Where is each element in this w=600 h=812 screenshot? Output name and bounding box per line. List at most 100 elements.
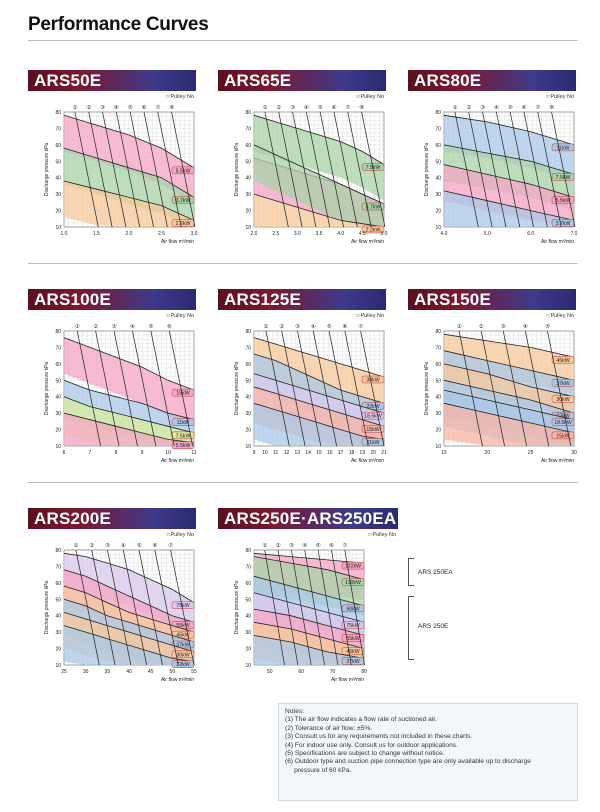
y-tick-label: 60 xyxy=(55,143,61,149)
x-tick-label: 2.5 xyxy=(158,231,165,237)
svg-text:3.7kW: 3.7kW xyxy=(366,205,381,211)
svg-text:45kW: 45kW xyxy=(556,358,569,364)
note-4: (4) For indoor use only. Consult us for … xyxy=(285,741,458,749)
y-tick-label: 70 xyxy=(245,345,251,351)
title-divider xyxy=(28,40,578,41)
x-tick-label: 16 xyxy=(327,450,333,456)
svg-text:5.5kW: 5.5kW xyxy=(176,168,191,174)
pulley-number: ⑦ xyxy=(168,542,173,549)
series-label: 11kW xyxy=(551,143,575,151)
y-tick-label: 30 xyxy=(245,630,251,636)
chart-title: ARS200E xyxy=(28,508,196,529)
series-band xyxy=(254,403,384,446)
pulley-number: ⑦ xyxy=(155,104,160,111)
y-axis-label: Discharge pressure kPa xyxy=(44,581,50,635)
series-line xyxy=(443,402,575,434)
x-tick-label: 3.0 xyxy=(294,231,301,237)
x-tick-label: 7.0 xyxy=(571,231,578,237)
x-tick-label: 10 xyxy=(262,450,268,456)
series-label: 18.5kW xyxy=(361,411,385,420)
series-band xyxy=(444,403,574,446)
series-line xyxy=(253,552,365,564)
row-divider-1 xyxy=(28,263,578,264)
pulley-number: ⑥ xyxy=(342,324,347,330)
y-tick-label: 70 xyxy=(55,126,61,132)
y-tick-label: 70 xyxy=(55,345,61,351)
series-label: 5.5kW xyxy=(171,166,195,174)
pulley-number: ① xyxy=(452,105,457,111)
pulley-line xyxy=(551,111,576,228)
pulley-number: ① xyxy=(73,543,78,549)
pulley-number: ① xyxy=(263,324,268,330)
svg-text:5.5kW: 5.5kW xyxy=(176,443,191,449)
chart-title: ARS250E·ARS250EA xyxy=(218,508,398,529)
y-tick-label: 80 xyxy=(435,110,441,116)
x-tick-label: 10 xyxy=(165,450,171,456)
series-label: 2.2kW xyxy=(171,219,195,227)
pulley-number: ⑦ xyxy=(342,542,347,549)
pulley-line xyxy=(361,111,386,228)
chart-svg: 11kW 7.5kW 5.5kW 3.7kW ① ② ③ ④ ⑤ ⑥ ⑦ ⑧ 10 20 30 40 50 60 7… xyxy=(424,104,578,245)
pulley-line xyxy=(360,330,385,447)
series-line xyxy=(253,386,385,427)
svg-text:15kW: 15kW xyxy=(556,433,569,439)
svg-text:22kW: 22kW xyxy=(366,404,379,410)
pulley-number: ② xyxy=(466,104,471,111)
chart-title: ARS50E xyxy=(28,70,196,91)
y-tick-label: 80 xyxy=(55,548,61,554)
series-label: 45kW xyxy=(341,647,365,655)
chart-panel-ars50e: ARS50E ○:Pulley No 5.5kW 3.7kW 2.2kW ① ② ③ ④ ⑤ ⑥ ⑦ ⑧… xyxy=(28,70,198,252)
svg-text:18.5kW: 18.5kW xyxy=(554,420,572,426)
svg-text:22kW: 22kW xyxy=(556,414,569,420)
y-tick-label: 20 xyxy=(55,428,61,434)
x-tick-label: 6.0 xyxy=(527,231,534,237)
pulley-line xyxy=(76,330,101,447)
pulley-number: ② xyxy=(276,542,281,549)
chart-panel-ars150e: ARS150E ○:Pulley No 45kW 37kW 30kW 22kW 18.5kW… xyxy=(408,289,577,471)
pulley-number: ⑦ xyxy=(358,323,363,330)
series-label: 132kW xyxy=(341,561,365,570)
y-axis-label: Discharge pressure kPa xyxy=(44,143,50,197)
pulley-number: ① xyxy=(457,324,462,330)
chart-title: ARS150E xyxy=(408,289,576,310)
ars250e-label: ARS 250E xyxy=(418,623,449,630)
pulley-number: ④ xyxy=(121,543,126,549)
note-1: (1) The air flow indicates a flow rate o… xyxy=(285,716,437,724)
notes-box: Notes: (1) The air flow indicates a flow… xyxy=(278,703,578,801)
x-tick-label: 60 xyxy=(298,669,304,675)
svg-text:37kW: 37kW xyxy=(556,381,569,387)
svg-text:75kW: 75kW xyxy=(346,623,359,629)
pulley-legend: ○:Pulley No xyxy=(165,532,194,538)
series-line xyxy=(443,114,575,146)
series-line xyxy=(253,402,385,440)
y-tick-label: 10 xyxy=(245,225,251,231)
x-tick-label: 40 xyxy=(126,669,132,675)
y-tick-label: 70 xyxy=(55,564,61,570)
pulley-line xyxy=(170,549,195,666)
series-line xyxy=(63,337,195,391)
series-label: 11kW xyxy=(171,418,195,426)
y-tick-label: 50 xyxy=(55,378,61,384)
pulley-legend: ○:Pulley No xyxy=(545,313,574,319)
y-tick-label: 60 xyxy=(435,362,441,368)
chart-svg: 75kW 55kW 45kW 37kW 30kW 22kW ① ② ③ ④ ⑤ ⑥ ⑦ 10 20 30 40 5… xyxy=(44,542,197,683)
pulley-line xyxy=(95,330,120,447)
pulley-line xyxy=(347,111,372,228)
series-label: 30kW xyxy=(551,395,575,403)
chart-panel-ars250e-ars250ea: ARS250E·ARS250EA ○:Pulley No 132kW 110kW 90k… xyxy=(218,508,398,690)
x-tick-label: 25 xyxy=(61,669,67,675)
series-line xyxy=(63,412,195,444)
pulley-line xyxy=(523,111,548,228)
pulley-line xyxy=(107,549,132,666)
pulley-line xyxy=(333,111,358,228)
pulley-line xyxy=(304,549,325,666)
pulley-number: ③ xyxy=(501,324,506,330)
pulley-line xyxy=(265,330,290,447)
x-tick-label: 15 xyxy=(441,450,447,456)
x-tick-label: 20 xyxy=(370,450,376,456)
x-tick-label: 4.5 xyxy=(359,231,366,237)
x-tick-label: 1.5 xyxy=(93,231,100,237)
pulley-line xyxy=(281,330,306,447)
pulley-legend: ○:Pulley No xyxy=(165,313,194,319)
y-tick-label: 50 xyxy=(435,378,441,384)
